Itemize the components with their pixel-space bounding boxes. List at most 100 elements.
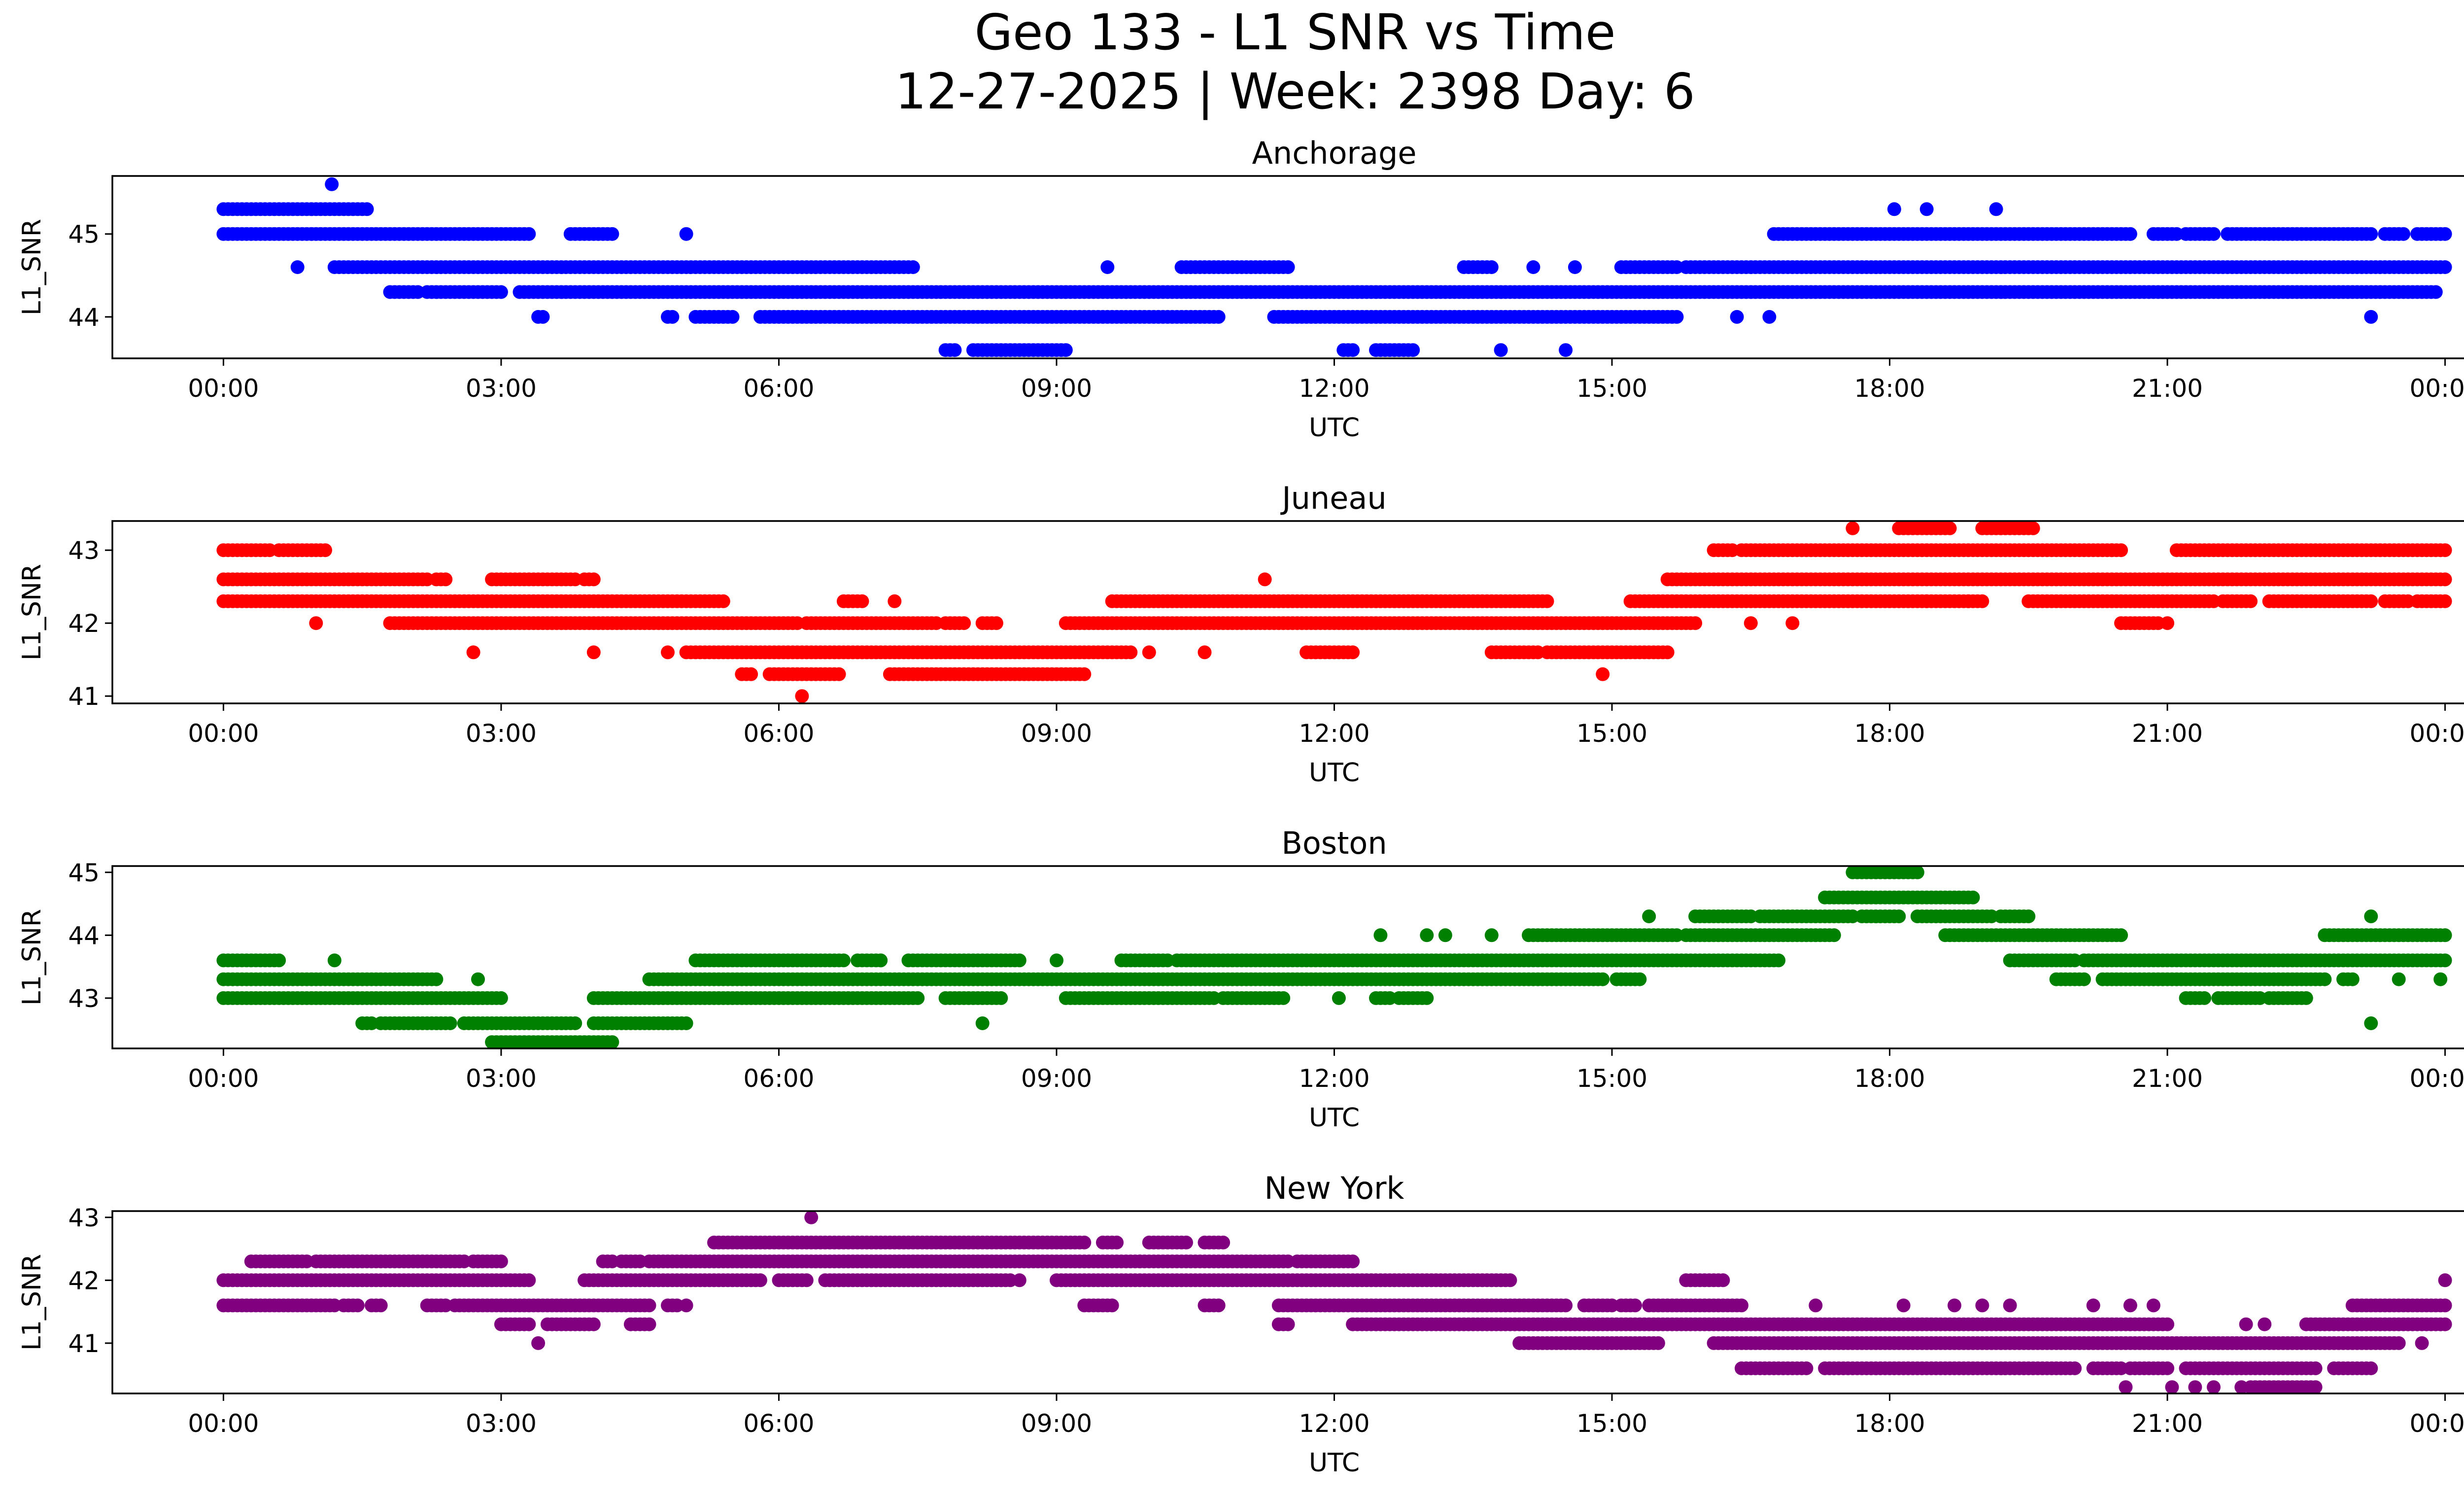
figure-title-line2: 12-27-2025 | Week: 2398 Day: 6 [895, 63, 1695, 120]
data-point [1110, 1235, 1124, 1250]
subplot-anchorage: 00:00 03:00 06:00 09:00 12:00 15:00 18:00 21:00… [17, 135, 2464, 443]
subplot-title: Boston [1281, 825, 1387, 861]
data-point [2160, 616, 2175, 630]
data-point [906, 260, 920, 274]
data-point [522, 1317, 536, 1331]
data-point [1892, 909, 1906, 924]
data-point [522, 1273, 536, 1287]
data-point [975, 1016, 990, 1030]
figure-title-line1: Geo 133 - L1 SNR vs Time [975, 3, 1616, 61]
data-point [1420, 991, 1434, 1005]
data-point [1568, 260, 1582, 274]
data-point [1910, 866, 1924, 879]
data-point [605, 1035, 619, 1048]
data-point [679, 227, 693, 241]
data-point [1373, 928, 1388, 942]
data-point [1438, 928, 1452, 942]
data-point [1559, 343, 1573, 357]
x-tick-label: 21:00 [2132, 374, 2203, 403]
x-axis-label: UTC [1309, 1103, 1360, 1133]
subplots: 00:00 03:00 06:00 09:00 12:00 15:00 18:00 21:00… [17, 135, 2464, 1478]
subplot-title: Anchorage [1252, 135, 1416, 171]
data-point [1077, 1235, 1092, 1250]
data-point [795, 689, 809, 703]
data-point [1596, 972, 1610, 986]
data-point [1281, 260, 1295, 274]
data-point [989, 616, 1003, 630]
data-point [1846, 521, 1860, 535]
data-point [1961, 594, 1976, 608]
data-point [1105, 1298, 1119, 1313]
data-point [1540, 594, 1554, 608]
data-point [1670, 310, 1684, 324]
data-point [753, 1273, 767, 1287]
data-point [661, 645, 675, 660]
data-point [568, 1016, 582, 1030]
data-point [642, 1317, 656, 1331]
data-point [836, 953, 851, 968]
data-point [494, 285, 508, 299]
y-tick-label: 45 [68, 220, 100, 249]
data-point [2364, 227, 2378, 241]
data-point [716, 594, 730, 608]
data-point [586, 1317, 601, 1331]
data-point [443, 1016, 457, 1030]
x-tick-label: 03:00 [466, 719, 537, 748]
data-points [216, 1211, 2452, 1393]
data-point [1142, 645, 1156, 660]
data-point [1919, 202, 1934, 216]
x-tick-label: 12:00 [1299, 374, 1369, 403]
data-point [1596, 667, 1610, 681]
data-point [2438, 1298, 2452, 1313]
data-point [911, 991, 925, 1005]
data-point [1420, 928, 1434, 942]
y-axis-label: L1_SNR [17, 909, 47, 1006]
data-point [725, 310, 740, 324]
data-point [1211, 1298, 1226, 1313]
data-point [1628, 1298, 1642, 1313]
data-point [1989, 202, 2003, 216]
data-point [1503, 1273, 1517, 1287]
data-point [1716, 1273, 1730, 1287]
x-tick-label: 18:00 [1854, 719, 1925, 748]
data-points [216, 866, 2452, 1048]
x-tick-label: 06:00 [743, 719, 814, 748]
data-point [1943, 521, 1957, 535]
data-point [374, 1298, 388, 1313]
x-tick-label: 00:00 [2410, 1064, 2464, 1093]
x-tick-label: 12:00 [1299, 1064, 1369, 1093]
x-axis-label: UTC [1309, 758, 1360, 788]
data-point [439, 572, 453, 587]
data-point [1124, 645, 1138, 660]
data-point [290, 260, 305, 274]
data-point [1346, 645, 1360, 660]
x-tick-label: 03:00 [466, 374, 537, 403]
y-axis-label: L1_SNR [17, 219, 47, 315]
x-tick-label: 00:00 [188, 1064, 259, 1093]
data-point [466, 645, 480, 660]
data-point [586, 645, 601, 660]
data-point [1179, 1235, 1193, 1250]
data-point [1633, 972, 1647, 986]
data-point [1785, 616, 1800, 630]
subplot-title: Juneau [1280, 480, 1386, 516]
data-point [2364, 310, 2378, 324]
data-point [360, 202, 374, 216]
y-tick-label: 42 [68, 609, 100, 638]
x-tick-label: 06:00 [743, 1064, 814, 1093]
y-tick-label: 43 [68, 984, 100, 1013]
x-tick-label: 09:00 [1021, 374, 1092, 403]
data-point [1730, 310, 1744, 324]
data-points [216, 521, 2452, 703]
data-point [1346, 343, 1360, 357]
data-point [2160, 1317, 2175, 1331]
data-point [2438, 572, 2452, 587]
data-point [494, 991, 508, 1005]
data-point [1762, 310, 1777, 324]
data-point [2207, 227, 2221, 241]
x-tick-label: 12:00 [1299, 719, 1369, 748]
data-point [1494, 343, 1508, 357]
data-point [2299, 991, 2313, 1005]
